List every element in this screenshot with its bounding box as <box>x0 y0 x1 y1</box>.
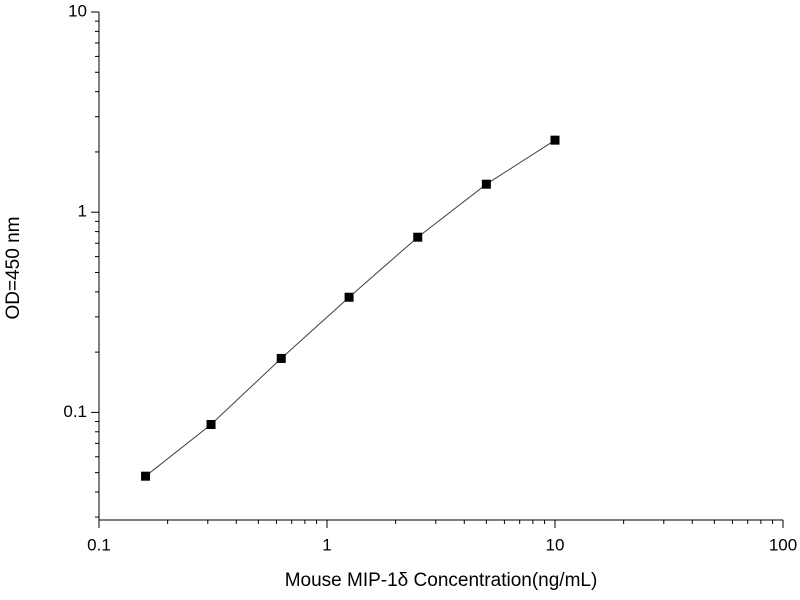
data-point <box>550 135 560 145</box>
x-tick-label: 100 <box>769 535 797 554</box>
data-point <box>481 179 491 189</box>
x-axis-title: Mouse MIP-1δ Concentration(ng/mL) <box>285 570 598 591</box>
x-tick-label: 1 <box>322 535 331 554</box>
data-point <box>276 353 286 363</box>
y-tick-label: 1 <box>78 202 87 221</box>
data-point <box>344 292 354 302</box>
y-axis-title: OD=450 nm <box>3 217 24 320</box>
x-tick-label: 10 <box>546 535 565 554</box>
data-point <box>141 471 151 481</box>
y-tick-label: 0.1 <box>63 402 87 421</box>
y-tick-label: 10 <box>68 1 87 20</box>
x-tick-label: 0.1 <box>87 535 111 554</box>
data-point <box>413 232 423 242</box>
data-point <box>206 419 216 429</box>
